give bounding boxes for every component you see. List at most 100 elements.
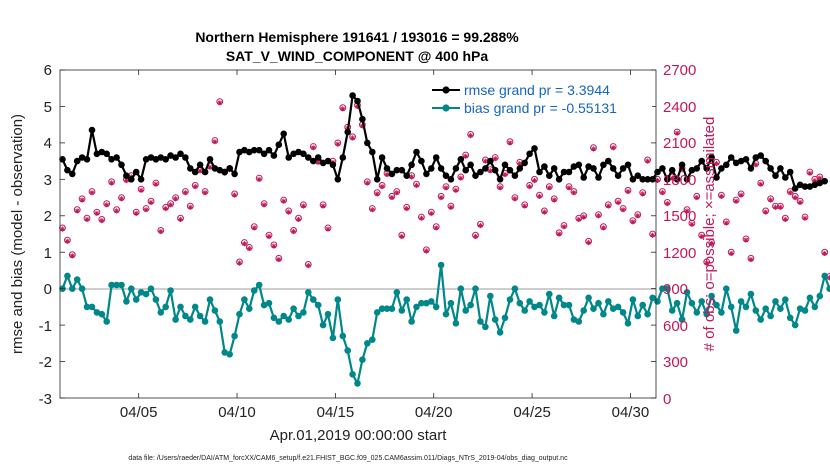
rmse-point — [428, 165, 435, 172]
rmse-point — [442, 172, 450, 179]
bias-point — [801, 307, 809, 314]
obs-assimilated-marker — [369, 207, 375, 213]
x-tick-label: 04/30 — [612, 404, 650, 421]
bias-point — [123, 298, 130, 305]
bias-point — [250, 287, 258, 294]
obs-assimilated-marker — [679, 167, 685, 173]
bias-point — [403, 296, 411, 303]
y-right-tick-label: 1800 — [663, 172, 696, 189]
rmse-point — [521, 159, 528, 167]
bias-point — [432, 303, 440, 311]
bias-point — [767, 312, 774, 320]
obs-assimilated-marker — [177, 216, 184, 223]
obs-assimilated-marker — [497, 185, 503, 191]
data-file-footnote: data file: /Users/raeder/DAI/ATM_forcXX/… — [128, 455, 568, 462]
obs-assimilated-marker — [423, 248, 429, 254]
legend-label-bias: bias grand pr = -0.55131 — [464, 100, 617, 116]
y-tick-label: 3 — [44, 172, 52, 189]
bias-point — [521, 307, 528, 314]
bias-point — [359, 356, 366, 364]
obs-assimilated-marker — [89, 190, 95, 196]
bias-point — [344, 347, 352, 354]
bias-point — [516, 299, 524, 307]
obs-assimilated-marker — [674, 130, 680, 136]
rmse-point — [772, 172, 779, 179]
obs-assimilated-marker — [536, 193, 543, 199]
obs-assimilated-marker — [822, 250, 828, 257]
rmse-point — [555, 176, 563, 183]
obs-assimilated-marker — [753, 162, 759, 168]
rmse-point — [693, 165, 701, 172]
obs-assimilated-marker — [74, 208, 80, 214]
obs-assimilated-marker — [522, 203, 528, 209]
obs-assimilated-marker — [64, 238, 70, 244]
rmse-point — [393, 166, 401, 174]
rmse-point — [118, 161, 125, 169]
bias-point — [206, 296, 214, 303]
bias-point — [816, 292, 824, 300]
rmse-point — [526, 150, 533, 158]
obs-assimilated-marker — [767, 197, 774, 203]
obs-assimilated-marker — [113, 208, 120, 214]
bias-point — [108, 281, 115, 289]
bias-point — [654, 298, 661, 305]
obs-assimilated-marker — [802, 215, 808, 221]
obs-assimilated-marker — [404, 205, 410, 212]
rmse-point — [172, 154, 179, 161]
obs-assimilated-marker — [728, 250, 734, 257]
obs-assimilated-marker — [118, 196, 125, 202]
bias-point — [487, 292, 494, 300]
obs-assimilated-marker — [463, 153, 469, 159]
bias-point — [398, 307, 406, 314]
rmse-point — [673, 176, 681, 183]
bias-point — [467, 301, 474, 309]
bias-point — [280, 312, 288, 320]
bias-point — [713, 301, 720, 309]
obs-assimilated-marker — [354, 103, 361, 110]
y-right-tick-label: 900 — [663, 281, 688, 298]
rmse-point — [723, 161, 730, 169]
obs-assimilated-marker — [163, 205, 169, 212]
x-tick-label: 04/10 — [218, 404, 256, 421]
rmse-point — [659, 165, 666, 172]
right-axis-ticks: 2700 2400 2100 1800 1500 1200 900 600 30… — [663, 62, 696, 408]
y-right-tick-label: 600 — [663, 318, 688, 335]
obs-assimilated-marker — [718, 193, 725, 199]
bias-point — [201, 318, 209, 325]
obs-assimilated-marker — [202, 190, 208, 196]
obs-assimilated-marker — [777, 204, 784, 210]
obs-assimilated-marker — [399, 233, 405, 240]
obs-assimilated-marker — [482, 158, 488, 164]
rmse-point — [187, 165, 194, 172]
rmse-point — [777, 165, 784, 172]
bias-point — [64, 272, 71, 280]
rmse-point — [123, 172, 130, 179]
y-right-tick-label: 1200 — [663, 245, 696, 262]
rmse-point — [541, 163, 548, 170]
x-axis-ticks: 04/05 04/10 04/15 04/20 04/25 04/30 — [120, 404, 649, 421]
rmse-point — [600, 161, 607, 169]
rmse-point — [477, 168, 484, 176]
rmse-point — [383, 165, 391, 172]
obs-assimilated-marker — [468, 133, 474, 139]
rmse-point — [167, 152, 174, 159]
y-axis-label: rmse and bias (model - observation) — [9, 114, 26, 354]
obs-assimilated-marker — [448, 204, 454, 210]
bias-point — [128, 285, 135, 293]
bias-point — [211, 307, 219, 314]
bias-point — [428, 298, 435, 305]
rmse-point — [64, 166, 71, 174]
obs-assimilated-marker — [79, 197, 85, 203]
rmse-point — [275, 141, 283, 148]
rmse-point — [108, 156, 115, 163]
rmse-point — [103, 150, 110, 158]
bias-point — [324, 310, 332, 318]
rmse-point — [605, 157, 612, 165]
obs-assimilated-marker — [743, 237, 749, 243]
rmse-point — [713, 174, 720, 181]
bias-point — [786, 314, 794, 322]
bias-point — [708, 292, 715, 300]
y-right-axis-label: # of obs: o=possible; ×=assimilated — [701, 117, 718, 352]
rmse-point — [310, 157, 317, 165]
obs-assimilated-marker — [281, 198, 287, 204]
